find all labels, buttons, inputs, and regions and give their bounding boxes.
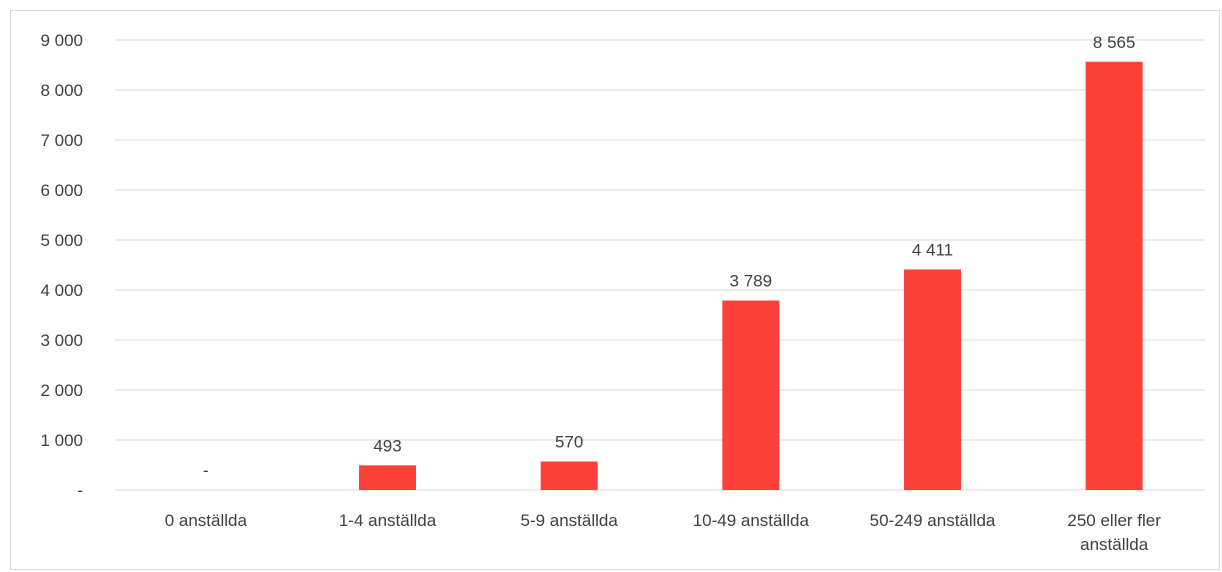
y-tick-label: 5 000	[40, 231, 83, 250]
y-tick-label: 4 000	[40, 281, 83, 300]
category-label: 50-249 anställda	[870, 511, 996, 530]
data-label: 570	[555, 433, 583, 452]
bar	[904, 269, 961, 490]
y-tick-label: 2 000	[40, 381, 83, 400]
data-label: -	[203, 461, 209, 480]
bar	[540, 461, 598, 490]
category-label: 0 anställda	[165, 511, 248, 530]
y-tick-label: 7 000	[40, 131, 83, 150]
data-label: 3 789	[730, 272, 773, 291]
bar	[1085, 61, 1143, 490]
y-tick-label: 9 000	[40, 31, 83, 50]
category-label: 250 eller fler anställda	[1067, 511, 1161, 554]
category-label: 10-49 anställda	[693, 511, 810, 530]
y-tick-label: 6 000	[40, 181, 83, 200]
bar	[722, 300, 780, 490]
category-label: 1-4 anställda	[339, 511, 437, 530]
y-tick-label: 8 000	[40, 81, 83, 100]
bar	[359, 465, 416, 490]
y-tick-label: 1 000	[40, 431, 83, 450]
data-label: 8 565	[1093, 33, 1136, 52]
y-tick-label: -	[77, 481, 83, 500]
data-label: 493	[373, 436, 401, 455]
category-label: 5-9 anställda	[520, 511, 618, 530]
data-label: 4 411	[912, 240, 953, 259]
y-tick-label: 3 000	[40, 331, 83, 350]
